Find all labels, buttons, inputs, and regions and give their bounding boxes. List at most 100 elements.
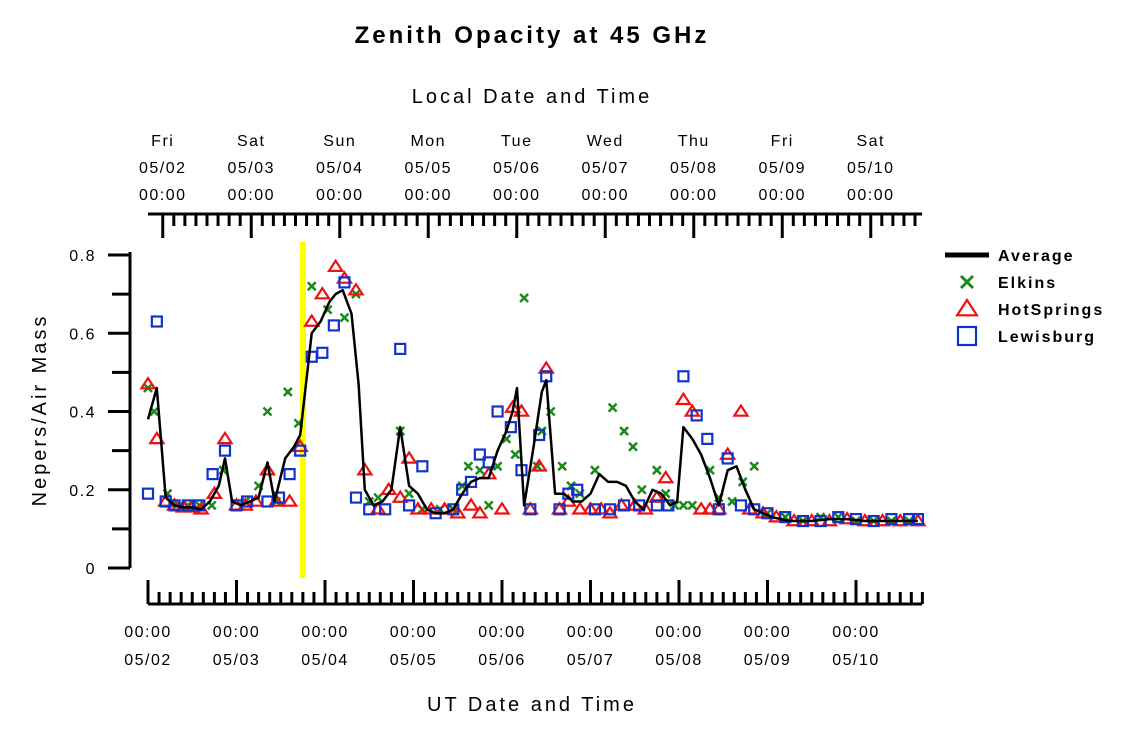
x-stroke xyxy=(492,461,503,472)
hotsprings-point xyxy=(648,489,666,503)
hotsprings-point xyxy=(471,505,489,519)
lewisburg-point xyxy=(832,511,845,524)
hotsprings-point xyxy=(601,505,619,519)
elkins-point xyxy=(678,500,689,511)
bottom-tick-date: 05/06 xyxy=(478,652,526,669)
lewisburg-point xyxy=(363,503,376,516)
lewisburg-point xyxy=(911,512,925,526)
elkins-point xyxy=(306,281,317,292)
lewisburg-point xyxy=(141,487,155,500)
lewisburg-point xyxy=(553,503,566,516)
x-stroke xyxy=(483,500,494,511)
lewisburg-point xyxy=(294,444,307,457)
x-stroke xyxy=(749,461,760,472)
elkins-point xyxy=(463,461,474,472)
lewisburg-point xyxy=(261,495,274,508)
y-axis-title: Nepers/Air Mass xyxy=(29,314,51,507)
top-tick-day: Thu xyxy=(678,133,710,150)
legend-label: Average xyxy=(998,248,1075,265)
lewisburg-point xyxy=(327,319,340,332)
x-stroke xyxy=(628,441,638,452)
hotsprings-point xyxy=(326,258,345,273)
elkins-point xyxy=(282,387,293,397)
lewisburg-point xyxy=(464,475,478,489)
top-tick-date: 05/02 xyxy=(139,160,187,177)
elkins-point xyxy=(404,488,414,499)
hotsprings-point xyxy=(692,501,710,515)
top-axis: Fri 05/02 00:00 Sat 05/03 00:00 Sun 05/04 00:00 M… xyxy=(139,133,922,238)
hotsprings-point xyxy=(347,282,365,296)
legend-item-hotsprings: HotSprings xyxy=(955,297,1102,319)
x-stroke xyxy=(607,402,618,413)
lewisburg-point xyxy=(150,315,163,328)
lewisburg-point xyxy=(524,503,537,516)
lewisburg-point xyxy=(473,448,486,461)
top-tick-time: 00:00 xyxy=(316,187,364,204)
top-tick-day: Wed xyxy=(587,133,624,150)
top-tick-time: 00:00 xyxy=(581,187,629,204)
lewisburg-point xyxy=(701,432,714,445)
top-tick-day: Sat xyxy=(237,133,266,150)
lewisburg-point xyxy=(650,499,663,512)
hotsprings-point xyxy=(530,458,548,472)
lewisburg-point xyxy=(721,452,734,465)
top-tick-date: 05/09 xyxy=(758,160,806,177)
lewisburg-point xyxy=(379,503,392,516)
bottom-tick-time: 00:00 xyxy=(655,624,703,641)
legend-item-elkins: Elkins xyxy=(959,274,1057,292)
lewisburg-point xyxy=(902,512,916,526)
x-stroke xyxy=(282,387,293,397)
hotsprings-point xyxy=(674,391,693,406)
top-tick-date: 05/06 xyxy=(493,160,541,177)
lewisburg-point xyxy=(734,499,748,512)
x-stroke xyxy=(474,465,485,476)
hotsprings-point xyxy=(313,286,331,300)
top-tick-time: 00:00 xyxy=(758,187,806,204)
top-tick-time: 00:00 xyxy=(670,187,718,204)
top-tick-time: 00:00 xyxy=(847,187,895,204)
top-tick-day: Sun xyxy=(323,133,356,150)
top-axis-title: Local Date and Time xyxy=(412,86,652,108)
x-stroke xyxy=(306,281,317,292)
average-line xyxy=(146,288,918,523)
lewisburg-point xyxy=(283,468,296,481)
hotsprings-point xyxy=(258,462,277,476)
legend-label: Elkins xyxy=(998,275,1057,292)
elkins-point xyxy=(727,496,737,507)
elkins-point xyxy=(636,484,647,495)
top-tick-day: Mon xyxy=(410,133,446,150)
bottom-tick-time: 00:00 xyxy=(390,624,438,641)
lewisburg-point xyxy=(885,512,898,526)
legend-label: Lewisburg xyxy=(998,329,1096,346)
bottom-tick-time: 00:00 xyxy=(301,624,349,641)
elkins-point xyxy=(510,449,521,460)
bottom-tick-date: 05/08 xyxy=(655,652,703,669)
hotsprings-point xyxy=(139,376,157,390)
x-icon xyxy=(959,274,975,290)
hotsprings-point xyxy=(303,313,321,327)
hotsprings-point xyxy=(571,501,589,515)
y-tick-label: 0.6 xyxy=(69,326,96,343)
bottom-tick-time: 00:00 xyxy=(744,624,792,641)
square-icon xyxy=(956,325,978,347)
plot-area xyxy=(139,242,927,578)
lewisburg-point xyxy=(690,409,703,422)
top-tick-date: 05/10 xyxy=(847,160,895,177)
x-stroke xyxy=(510,449,521,460)
lewisburg-point xyxy=(571,483,584,496)
x-stroke xyxy=(149,406,160,417)
top-tick-time: 00:00 xyxy=(404,187,452,204)
lewisburg-point xyxy=(447,503,460,516)
lewisburg-point xyxy=(779,511,792,524)
y-tick-label: 0.4 xyxy=(69,405,96,422)
lewisburg-point xyxy=(338,276,351,289)
y-tick-label: 0.8 xyxy=(69,248,96,265)
top-tick-time: 00:00 xyxy=(139,187,187,204)
top-tick-day: Sat xyxy=(856,133,885,150)
hotsprings-point xyxy=(280,493,299,507)
elkins-point xyxy=(590,465,600,476)
bottom-tick-date: 05/09 xyxy=(744,652,792,669)
lewisburg-point xyxy=(677,370,690,383)
elkins-point xyxy=(687,500,698,511)
bottom-tick-time: 00:00 xyxy=(567,624,615,641)
